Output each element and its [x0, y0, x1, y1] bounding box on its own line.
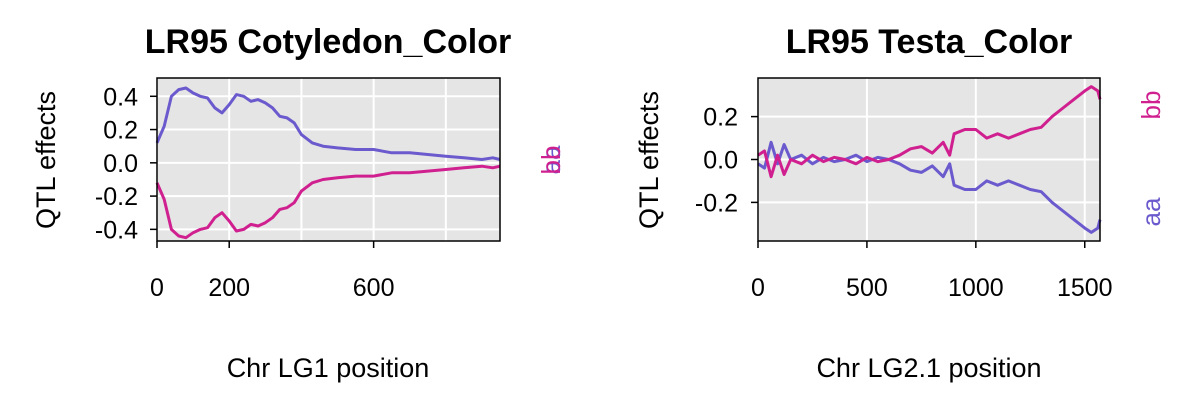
x-tick-label: 1000 [948, 274, 1004, 302]
x-tick-label: 0 [150, 274, 164, 302]
chart-panel-1: LR95 Cotyledon_Color 0 200 600 -0.4 -0.2 0.0 0.… [31, 23, 566, 383]
y-tick-label: 0.4 [103, 83, 138, 111]
panels: LR95 Cotyledon_Color 0 200 600 -0.4 -0.2 0.0 0.… [31, 23, 1166, 383]
y-tick-label: -0.2 [95, 183, 138, 211]
x-tick-label: 1500 [1057, 274, 1113, 302]
y-tick-label: 0.0 [703, 147, 738, 175]
chart-title: LR95 Cotyledon_Color [145, 23, 511, 61]
legend-label-aa: aa [1136, 197, 1166, 226]
series-line-aa [155, 86, 501, 161]
y-tick-label: -0.2 [695, 189, 738, 217]
x-tick-label: 200 [208, 274, 250, 302]
plot-area [157, 78, 500, 241]
x-tick-label: 600 [353, 274, 395, 302]
legend-label-bb: bb [1136, 91, 1166, 120]
legend-label-aa: aa [536, 145, 566, 174]
y-tick-label: 0.0 [103, 150, 138, 178]
x-axis-label: Chr LG1 position [227, 353, 430, 383]
plot-frame [156, 77, 501, 242]
y-axis-label: QTL effects [634, 91, 664, 229]
y-tick-label: -0.4 [95, 216, 138, 244]
chart-panel-2: LR95 Testa_Color 0 500 1000 1500 -0.2 0.0 0.2 Ch… [634, 23, 1166, 383]
x-tick-label: 0 [751, 274, 765, 302]
series-line-bb [155, 164, 501, 240]
series-line-aa [757, 140, 1102, 234]
y-tick-label: 0.2 [703, 104, 738, 132]
legend-label-bb: bb [536, 146, 566, 175]
y-axis-label: QTL effects [31, 91, 61, 229]
chart-title: LR95 Testa_Color [786, 23, 1073, 61]
series-line-bb [757, 85, 1102, 179]
y-tick-label: 0.2 [103, 117, 138, 145]
x-tick-label: 500 [846, 274, 888, 302]
x-axis-label: Chr LG2.1 position [816, 353, 1041, 383]
